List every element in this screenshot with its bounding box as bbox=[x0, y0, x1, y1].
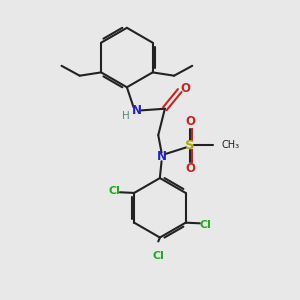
Text: O: O bbox=[185, 162, 195, 175]
Text: N: N bbox=[157, 150, 166, 163]
Text: Cl: Cl bbox=[108, 186, 120, 196]
Text: CH₃: CH₃ bbox=[221, 140, 239, 150]
Text: Cl: Cl bbox=[152, 251, 164, 261]
Text: Cl: Cl bbox=[200, 220, 211, 230]
Text: H: H bbox=[122, 111, 130, 121]
Text: N: N bbox=[132, 104, 142, 117]
Text: O: O bbox=[181, 82, 191, 95]
Text: S: S bbox=[185, 139, 194, 152]
Text: O: O bbox=[185, 115, 195, 128]
